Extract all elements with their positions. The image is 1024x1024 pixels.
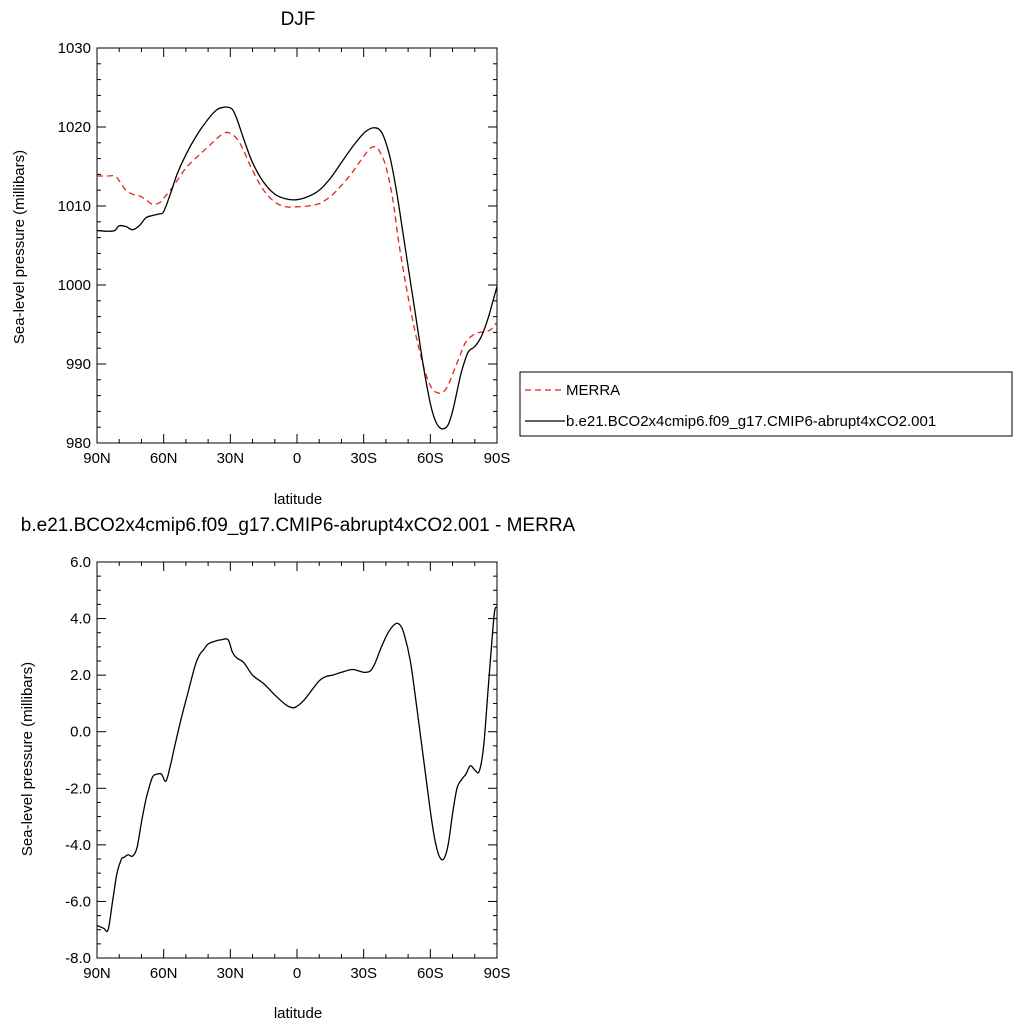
x-tick-label: 30N bbox=[217, 965, 245, 982]
plot-area bbox=[96, 561, 498, 959]
series-line-difference bbox=[96, 606, 498, 933]
y-tick-label: 4.0 bbox=[70, 611, 91, 628]
series-line-b-e21-bco2x4cmip6-f09-g17-cmip6-abrupt4xco2-001 bbox=[96, 106, 498, 430]
panel-difference: b.e21.BCO2x4cmip6.f09_g17.CMIP6-abrupt4x… bbox=[19, 515, 576, 1022]
legend-box bbox=[519, 371, 1013, 437]
legend-label-model: b.e21.BCO2x4cmip6.f09_g17.CMIP6-abrupt4x… bbox=[566, 413, 936, 430]
x-axis-label: latitude bbox=[274, 491, 322, 508]
x-tick-label: 0 bbox=[293, 965, 301, 982]
legend: MERRA b.e21.BCO2x4cmip6.f09_g17.CMIP6-ab… bbox=[519, 371, 1013, 437]
y-axis-label: Sea-level pressure (millibars) bbox=[11, 150, 28, 344]
y-tick-labels: -8.0 -6.0 -4.0 -2.0 0.0 2.0 4.0 6.0 bbox=[65, 554, 91, 967]
y-tick-label: 1030 bbox=[58, 40, 91, 57]
x-tick-label: 0 bbox=[293, 450, 301, 467]
legend-label-merra: MERRA bbox=[566, 382, 620, 399]
x-tick-label: 60S bbox=[417, 450, 444, 467]
y-tick-label: -4.0 bbox=[65, 837, 91, 854]
panel-djf: DJF 980 990 1000 1010 1020 1030 90N 60N 30N 0 30S… bbox=[11, 9, 1013, 508]
y-tick-label: 1000 bbox=[58, 277, 91, 294]
y-tick-labels: 980 990 1000 1010 1020 1030 bbox=[58, 40, 91, 452]
y-axis-label: Sea-level pressure (millibars) bbox=[19, 662, 36, 856]
x-tick-label: 60N bbox=[150, 965, 178, 982]
x-tick-label: 90N bbox=[83, 965, 111, 982]
y-tick-label: 2.0 bbox=[70, 667, 91, 684]
x-axis-label: latitude bbox=[274, 1005, 322, 1022]
plot-frame bbox=[96, 47, 498, 444]
x-tick-label: 30S bbox=[350, 450, 377, 467]
x-tick-label: 30S bbox=[350, 965, 377, 982]
x-tick-label: 90S bbox=[484, 450, 511, 467]
y-tick-label: 990 bbox=[66, 356, 91, 373]
x-tick-label: 90S bbox=[484, 965, 511, 982]
y-tick-label: -6.0 bbox=[65, 893, 91, 910]
plot-area bbox=[96, 47, 498, 444]
y-tick-label: 6.0 bbox=[70, 554, 91, 571]
x-tick-labels: 90N 60N 30N 0 30S 60S 90S bbox=[83, 450, 510, 467]
y-tick-label: 0.0 bbox=[70, 724, 91, 741]
y-tick-label: -2.0 bbox=[65, 780, 91, 797]
x-tick-label: 60N bbox=[150, 450, 178, 467]
y-tick-label: 980 bbox=[66, 435, 91, 452]
series-line-merra bbox=[97, 131, 498, 394]
x-tick-label: 30N bbox=[217, 450, 245, 467]
y-tick-label: 1010 bbox=[58, 198, 91, 215]
x-tick-labels: 90N 60N 30N 0 30S 60S 90S bbox=[83, 965, 510, 982]
y-tick-label: -8.0 bbox=[65, 950, 91, 967]
chart-title: b.e21.BCO2x4cmip6.f09_g17.CMIP6-abrupt4x… bbox=[21, 515, 576, 536]
plot-frame bbox=[96, 561, 498, 959]
y-tick-label: 1020 bbox=[58, 119, 91, 136]
chart-title: DJF bbox=[281, 9, 316, 30]
x-tick-label: 60S bbox=[417, 965, 444, 982]
x-tick-label: 90N bbox=[83, 450, 111, 467]
